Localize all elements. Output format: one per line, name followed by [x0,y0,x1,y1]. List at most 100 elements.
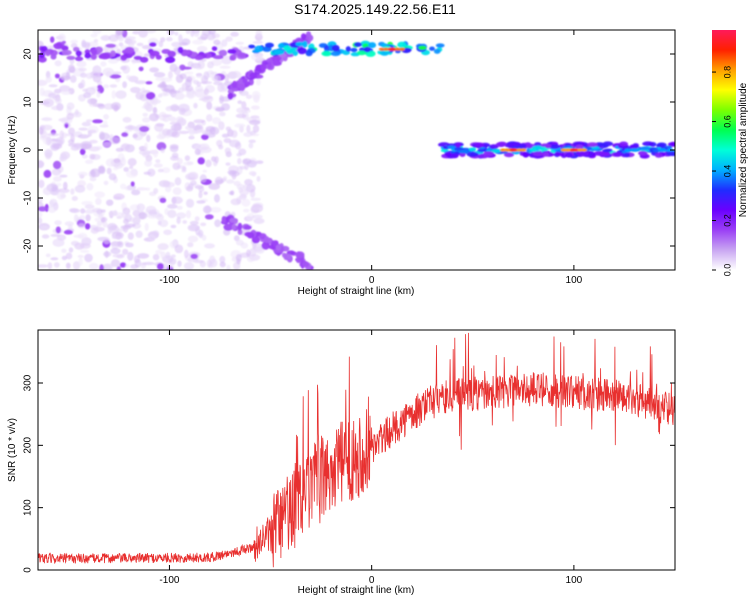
spectrogram-cell [250,53,263,61]
spectrogram-cell [187,183,194,190]
spectrogram-cell [161,77,173,82]
spectrogram-cell [97,84,103,90]
spectrogram-cell [117,35,124,42]
spectrogram-x-tick-label: 100 [566,275,583,286]
spectrogram-cell [136,187,148,191]
spectrogram-cell [202,169,207,173]
spectrogram-cell [473,142,485,148]
spectrogram-cell [221,39,228,47]
spectrogram-cell [208,30,216,35]
spectrogram-cell [157,243,169,251]
spectrogram-cell [213,39,221,46]
spectrogram-cell [350,47,358,53]
spectrogram-cell [79,243,91,249]
spectrogram-x-tick-label: -100 [159,275,179,286]
spectrogram-cell [490,149,502,153]
spectrogram-cell [549,144,561,150]
spectrogram-cell [297,47,307,55]
spectrogram-cell [208,183,220,190]
spectrogram-cell [77,171,88,177]
spectrogram-cell [53,42,64,50]
spectrogram-cell [623,152,630,158]
spectrogram-cell [532,151,544,157]
spectrogram-cell [95,197,102,205]
spectrogram-cell [251,90,261,100]
spectrogram-cell [248,142,254,149]
spectrogram-cell [78,127,88,131]
spectrogram-cell [121,132,129,137]
spectrogram-cell [458,149,469,154]
spectrogram-cell [49,198,58,207]
spectrogram-cell [142,151,151,158]
spectrogram-cell [92,119,103,124]
spectrogram-cell [38,264,49,268]
spectrogram-cell [231,224,237,231]
spectrogram-cell [670,141,675,147]
spectrogram-cell [162,181,175,188]
spectrogram-cell [146,134,151,143]
spectrogram-cell [48,93,57,99]
spectrogram-cell [54,60,62,67]
spectrogram-cell [130,181,135,187]
spectrogram-cell [131,189,141,196]
spectrogram-cell [223,176,227,181]
spectrogram-cell [255,160,264,164]
spectrogram-cell [52,143,63,150]
spectrogram-cell [38,79,48,86]
spectrogram-cell [41,234,50,239]
spectrogram-cell [157,83,168,88]
spectrogram-cell [81,41,91,48]
spectrogram-cell [94,191,106,198]
spectrogram-cell [60,89,72,96]
spectrogram-cell [186,76,193,82]
spectrogram-cell [78,67,87,72]
spectrogram-cell [500,148,507,152]
spectrogram-cell [260,63,267,71]
spectrogram-cell [190,253,198,260]
spectrogram-cell [239,90,249,96]
spectrogram-cell [80,249,90,253]
spectrogram-cell [108,34,119,42]
spectrogram-cell [230,198,242,206]
spectrogram-cell [80,72,87,78]
spectrogram-cell [52,185,59,189]
spectrogram-cell [196,200,206,204]
spectrogram-cell [246,213,255,222]
spectrogram-cell [201,234,207,241]
spectrogram-cell [224,73,230,83]
colorbar-axis: 0.0 0.2 0.4 0.6 0.8 [712,66,732,276]
spectrogram-cell [225,36,233,42]
spectrogram-cell [137,253,150,259]
spectrogram-cell [227,170,238,175]
spectrogram-cell [42,187,53,196]
spectrogram-x-axis-label: Height of straight line (km) [298,286,415,297]
spectrogram-cell [105,43,116,48]
spectrogram-cell [656,142,667,148]
spectrogram-cell [210,71,218,76]
spectrogram-cell [112,71,122,75]
spectrogram-cell [54,220,62,226]
spectrogram-cell [74,185,86,193]
spectrogram-cell [251,206,260,211]
spectrogram-cell [177,157,183,165]
spectrogram-cell [286,253,292,260]
spectrogram-cell [161,167,171,174]
spectrogram-cell [70,39,78,44]
spectrogram-cell [165,251,171,260]
spectrogram-cell [52,238,65,247]
spectrogram-cell [124,46,135,54]
spectrogram-cell [59,130,65,140]
spectrogram-cell [53,262,60,268]
spectrogram-cell [136,42,144,47]
spectrogram-cell [127,251,134,261]
spectrogram-cell [77,254,84,258]
spectrogram-cell [102,141,112,148]
spectrogram-cell [211,75,218,82]
spectrogram-cell [212,117,221,125]
spectrogram-cell [142,112,148,117]
spectrogram-cell [353,42,362,47]
spectrogram-cell [91,71,104,79]
spectrogram-cell [174,31,179,36]
spectrogram-cell [181,66,192,70]
spectrogram-cell [114,228,126,232]
